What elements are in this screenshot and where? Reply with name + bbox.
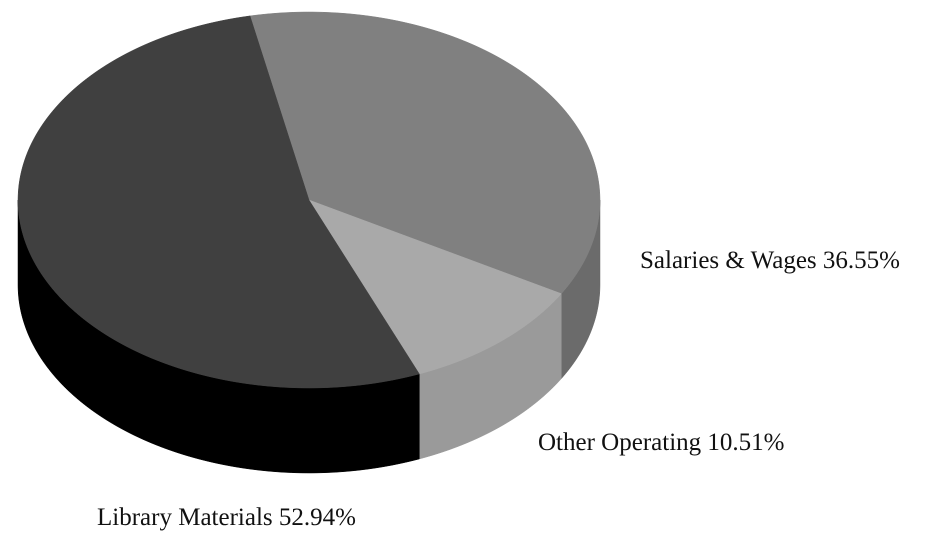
category-label: Salaries & Wages: [640, 247, 817, 274]
slice-label: Salaries & Wages 36.55%: [640, 247, 900, 274]
slice-label: Library Materials 52.94%: [97, 504, 356, 531]
slice: [17, 15, 420, 389]
value-label: 52.94%: [279, 504, 356, 531]
slice: [249, 11, 601, 294]
category-label: Other Operating: [538, 429, 702, 456]
slice: [308, 199, 562, 375]
value-label: 36.55%: [823, 247, 900, 274]
value-label: 10.51%: [707, 429, 784, 456]
slice-label: Other Operating 10.51%: [538, 429, 784, 456]
category-label: Library Materials: [97, 504, 273, 531]
